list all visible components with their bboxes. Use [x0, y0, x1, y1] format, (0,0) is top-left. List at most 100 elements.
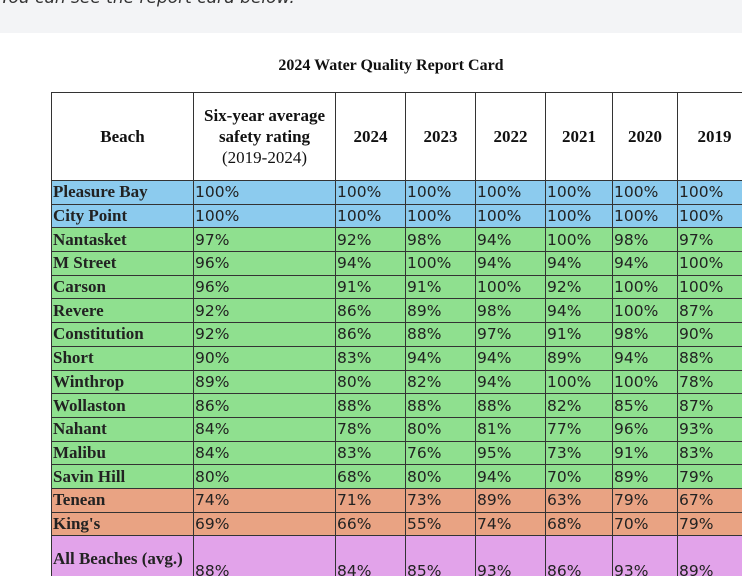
beach-name: Nahant: [51, 416, 194, 442]
rating-cell: 90%: [193, 345, 336, 371]
rating-cell: 84%: [335, 535, 406, 576]
beach-name: Malibu: [51, 440, 194, 466]
rating-cell: 89%: [612, 464, 678, 489]
table-row: Carson 96% 91% 91% 100% 92% 100% 100%: [51, 274, 742, 300]
rating-cell: 87%: [677, 393, 742, 418]
rating-cell: 77%: [545, 416, 613, 442]
rating-cell: 94%: [475, 251, 546, 276]
rating-cell: 100%: [193, 203, 336, 229]
rating-cell: 98%: [475, 298, 546, 324]
table-row: Revere 92% 86% 89% 98% 94% 100% 87%: [51, 298, 742, 324]
beach-name: M Street: [51, 251, 194, 276]
rating-cell: 79%: [612, 487, 678, 513]
beach-name: All Beaches (avg.): [51, 535, 194, 576]
beach-name: City Point: [51, 203, 194, 229]
table-row: Pleasure Bay 100% 100% 100% 100% 100% 100% 100%: [51, 180, 742, 205]
rating-cell: 96%: [193, 274, 336, 300]
rating-cell: 100%: [405, 180, 476, 205]
rating-cell: 71%: [335, 487, 406, 513]
rating-cell: 96%: [612, 416, 678, 442]
beach-name: Short: [51, 345, 194, 371]
rating-cell: 76%: [405, 440, 476, 466]
rating-cell: 94%: [475, 464, 546, 489]
rating-cell: 83%: [335, 345, 406, 371]
rating-cell: 100%: [405, 251, 476, 276]
header-label: 2023: [423, 127, 458, 146]
rating-cell: 94%: [475, 369, 546, 395]
table-wrap: Beach Six-year average safety rating (2019…: [51, 92, 742, 576]
rating-cell: 85%: [612, 393, 678, 418]
rating-cell: 100%: [545, 227, 613, 253]
rating-cell: 91%: [335, 274, 406, 300]
rating-cell: 84%: [193, 440, 336, 466]
rating-cell: 94%: [545, 251, 613, 276]
rating-cell: 100%: [612, 274, 678, 300]
rating-cell: 90%: [677, 322, 742, 347]
rating-cell: 100%: [545, 180, 613, 205]
table-row: Nantasket 97% 92% 98% 94% 100% 98% 97%: [51, 227, 742, 253]
header-cell: 2021: [545, 92, 613, 181]
rating-cell: 92%: [545, 274, 613, 300]
rating-cell: 86%: [545, 535, 613, 576]
rating-cell: 80%: [405, 464, 476, 489]
rating-cell: 66%: [335, 511, 406, 537]
beach-name: Constitution: [51, 322, 194, 347]
header-label: 2020: [628, 127, 662, 146]
rating-cell: 93%: [612, 535, 678, 576]
rating-cell: 100%: [475, 180, 546, 205]
rating-cell: 100%: [612, 180, 678, 205]
rating-cell: 83%: [335, 440, 406, 466]
table-row: Savin Hill 80% 68% 80% 94% 70% 89% 79%: [51, 464, 742, 489]
rating-cell: 100%: [612, 298, 678, 324]
header-cell: 2020: [612, 92, 678, 181]
beach-name: Carson: [51, 274, 194, 300]
rating-cell: 70%: [545, 464, 613, 489]
table-body: Pleasure Bay 100% 100% 100% 100% 100% 100% 100%…: [51, 180, 742, 576]
rating-cell: 88%: [193, 535, 336, 576]
table-row: M Street 96% 94% 100% 94% 94% 94% 100%: [51, 251, 742, 276]
rating-cell: 88%: [405, 322, 476, 347]
rating-cell: 100%: [677, 180, 742, 205]
beach-name: King's: [51, 511, 194, 537]
rating-cell: 89%: [545, 345, 613, 371]
header-cell: Six-year average safety rating (2019-2024…: [193, 92, 336, 181]
rating-cell: 78%: [335, 416, 406, 442]
rating-cell: 87%: [677, 298, 742, 324]
beach-name: Tenean: [51, 487, 194, 513]
table-row: Constitution 92% 86% 88% 97% 91% 98% 90%: [51, 322, 742, 347]
rating-cell: 94%: [612, 345, 678, 371]
rating-cell: 67%: [677, 487, 742, 513]
header-cell: 2024: [335, 92, 406, 181]
intro-text: You can see the report card below.: [0, 0, 295, 8]
beach-name: Savin Hill: [51, 464, 194, 489]
rating-cell: 98%: [612, 322, 678, 347]
rating-cell: 88%: [475, 393, 546, 418]
header-label: 2021: [562, 127, 596, 146]
rating-cell: 80%: [193, 464, 336, 489]
rating-cell: 89%: [405, 298, 476, 324]
rating-cell: 81%: [475, 416, 546, 442]
rating-cell: 92%: [193, 298, 336, 324]
header-label: Six-year average safety rating: [203, 106, 325, 146]
rating-cell: 89%: [475, 487, 546, 513]
header-label: Beach: [100, 127, 145, 146]
rating-cell: 85%: [405, 535, 476, 576]
rating-cell: 100%: [677, 203, 742, 229]
rating-cell: 73%: [545, 440, 613, 466]
rating-cell: 100%: [335, 203, 406, 229]
rating-cell: 86%: [335, 322, 406, 347]
rating-cell: 94%: [475, 227, 546, 253]
rating-cell: 68%: [335, 464, 406, 489]
rating-cell: 83%: [677, 440, 742, 466]
rating-cell: 100%: [193, 180, 336, 205]
rating-cell: 80%: [335, 369, 406, 395]
rating-cell: 94%: [475, 345, 546, 371]
header-label: 2024: [353, 127, 388, 146]
header-cell: Beach: [51, 92, 194, 181]
beach-name: Wollaston: [51, 393, 194, 418]
rating-cell: 94%: [335, 251, 406, 276]
rating-cell: 82%: [405, 369, 476, 395]
rating-cell: 100%: [612, 203, 678, 229]
rating-cell: 70%: [612, 511, 678, 537]
